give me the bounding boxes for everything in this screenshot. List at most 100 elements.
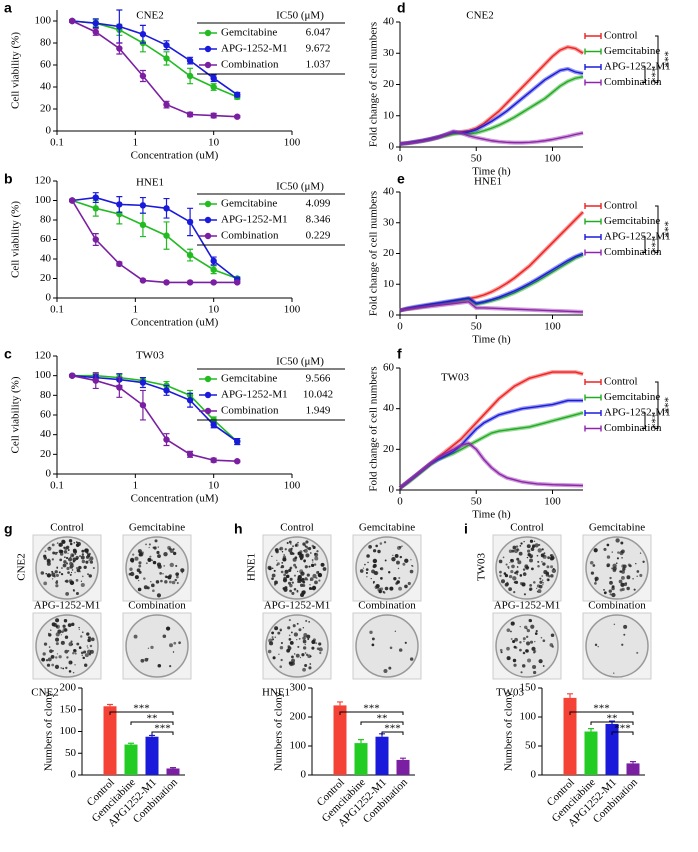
colony xyxy=(178,641,181,645)
colony xyxy=(305,540,309,544)
colony xyxy=(46,663,51,667)
colony xyxy=(271,638,274,641)
x-tick-label: 10 xyxy=(208,137,220,149)
series-line xyxy=(399,211,584,312)
legend-label: Combination xyxy=(604,76,662,88)
x-tick-label: 10 xyxy=(208,480,220,492)
colony xyxy=(288,638,292,641)
colony xyxy=(524,564,529,569)
data-point xyxy=(210,266,217,273)
legend-label: APG-1252-M1 xyxy=(221,214,288,226)
dish xyxy=(355,536,419,600)
panel: a CNE2 0 20 40 60 80 100 0.1 1 10 100 Concentration … xyxy=(4,0,345,162)
colony xyxy=(276,563,279,567)
colony xyxy=(291,581,294,584)
colony xyxy=(84,663,88,667)
colony xyxy=(289,589,292,593)
colony xyxy=(504,582,509,587)
x-tick-label: 50 xyxy=(471,321,483,333)
colony xyxy=(56,542,59,545)
colony xyxy=(310,587,313,590)
colony xyxy=(157,663,162,668)
colony xyxy=(518,551,523,556)
colony xyxy=(129,571,135,577)
colony xyxy=(291,658,296,663)
colony xyxy=(294,566,298,569)
colony xyxy=(366,576,368,578)
chart-title: CNE2 xyxy=(136,10,164,22)
colony xyxy=(40,571,45,575)
colony xyxy=(306,573,310,577)
colony xyxy=(288,548,293,553)
colony xyxy=(537,560,540,563)
colony xyxy=(611,592,616,598)
colony xyxy=(548,575,551,578)
colony xyxy=(534,640,536,643)
colony xyxy=(296,622,299,625)
colony xyxy=(295,653,300,658)
colony xyxy=(377,549,381,554)
y-tick-label: 20 xyxy=(383,443,395,455)
x-tick-label: 100 xyxy=(544,153,561,165)
treatment-label: Combination xyxy=(128,600,186,612)
colony xyxy=(307,638,310,641)
colony xyxy=(371,643,375,647)
colony xyxy=(291,545,295,548)
y-tick-label: 50 xyxy=(65,747,77,759)
colony xyxy=(302,590,306,594)
colony xyxy=(148,543,151,546)
data-point xyxy=(186,397,194,404)
data-point xyxy=(116,201,123,208)
colony xyxy=(157,564,162,569)
legend-line xyxy=(584,379,602,385)
data-point xyxy=(139,221,147,229)
colony xyxy=(621,564,625,568)
colony xyxy=(319,574,322,577)
colony xyxy=(54,551,58,555)
colony xyxy=(526,544,531,549)
colony xyxy=(621,643,624,646)
data-point xyxy=(163,42,170,49)
colony xyxy=(523,640,525,643)
colony xyxy=(364,563,366,566)
colony xyxy=(541,548,544,551)
colony xyxy=(298,628,302,632)
colony xyxy=(359,569,364,573)
colony xyxy=(280,641,283,645)
colony xyxy=(53,575,56,578)
colony xyxy=(619,570,622,573)
fit-line xyxy=(72,374,238,443)
colony xyxy=(150,645,154,650)
colony xyxy=(89,644,93,648)
y-tick-label: 80 xyxy=(40,214,52,226)
legend-line xyxy=(584,64,602,70)
treatment-label: Gemcitabine xyxy=(589,522,645,534)
colony xyxy=(72,671,75,674)
colony xyxy=(287,626,291,630)
colony xyxy=(530,624,535,629)
chart-title: CNE2 xyxy=(31,687,59,699)
colony xyxy=(369,630,373,634)
data-point xyxy=(163,436,170,443)
colony xyxy=(303,559,306,563)
colony xyxy=(141,551,144,554)
colony xyxy=(365,571,368,575)
colony xyxy=(138,564,142,568)
colony xyxy=(315,642,318,645)
data-point xyxy=(116,23,123,30)
bar xyxy=(103,706,117,775)
colony xyxy=(305,619,308,622)
data-point xyxy=(139,31,147,38)
colony xyxy=(156,593,162,598)
colony xyxy=(68,670,72,673)
significance-label: *** xyxy=(133,703,150,715)
significance-bracket xyxy=(655,381,659,429)
colony xyxy=(271,631,275,635)
data-point xyxy=(234,458,241,465)
colony xyxy=(62,563,67,568)
colony xyxy=(512,658,517,663)
colony xyxy=(79,570,81,573)
data-point xyxy=(210,457,217,464)
colony xyxy=(74,571,76,574)
colony xyxy=(409,569,414,574)
